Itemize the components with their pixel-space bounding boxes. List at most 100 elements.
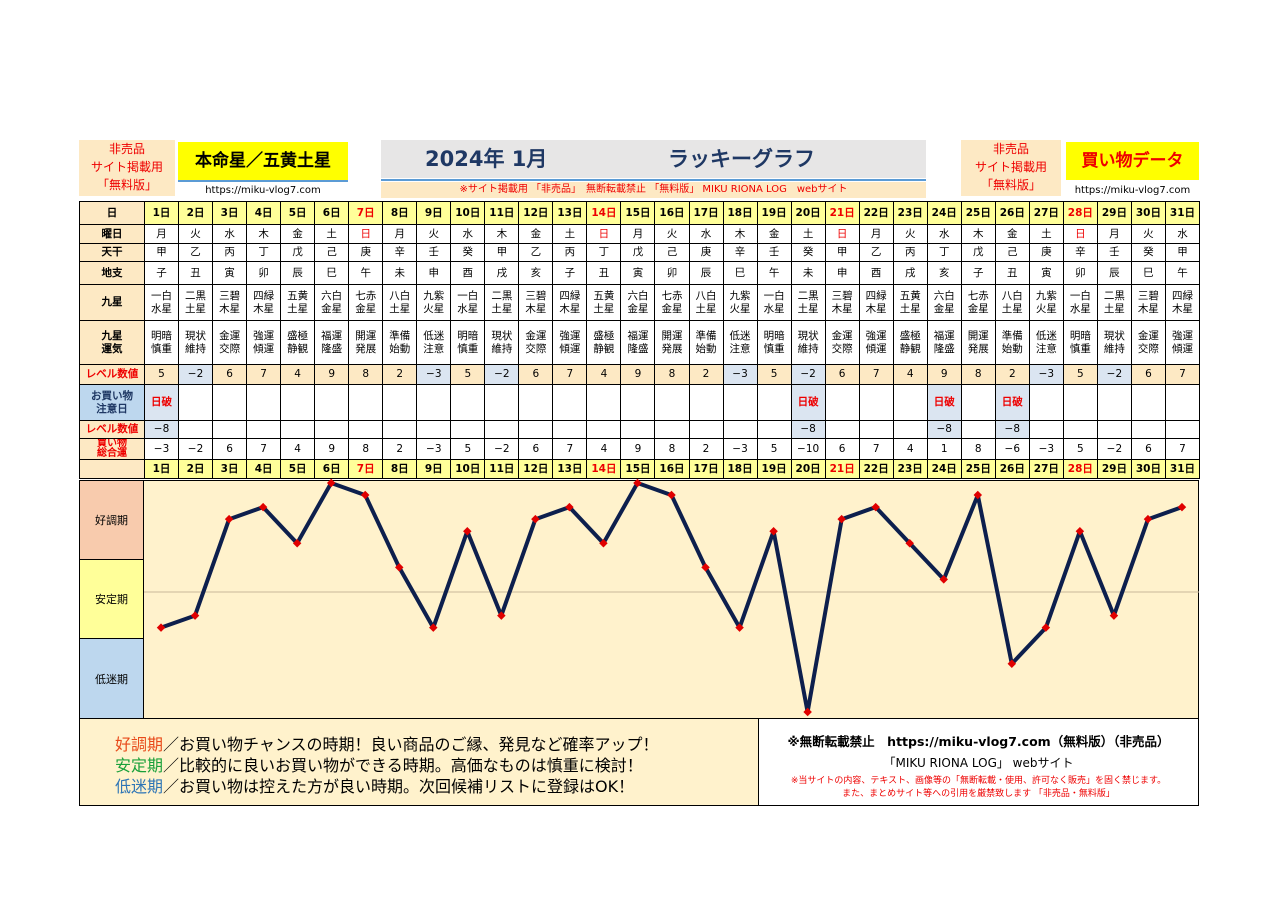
caution-row: お買い物 注意日 日破 日破 日破 日破 (79, 384, 1200, 421)
luck-line: 隆盛 (933, 342, 955, 355)
level2-cell (280, 420, 316, 439)
kyusei-line: 木星 (253, 302, 275, 315)
level2-cell (518, 420, 554, 439)
kyusei-line: 八白 (389, 289, 411, 302)
tenkan-row: 天干 甲乙丙丁戊己庚辛壬癸甲乙丙丁戊己庚辛壬癸甲乙丙丁戊己庚辛壬癸甲 (79, 243, 1200, 262)
caution-cell (960, 384, 996, 421)
tenkan-cell: 辛 (722, 243, 758, 262)
kyusei-cell: 二黒 土星 (790, 284, 826, 321)
luck-line: 注意 (1035, 342, 1057, 355)
kyusei-cell: 八白 土星 (688, 284, 724, 321)
kyusei-line: 一白 (763, 289, 785, 302)
day-cell-bottom: 31日 (1164, 459, 1200, 479)
weekday-cell: 土 (314, 224, 350, 244)
weekday-cell: 金 (756, 224, 792, 244)
level-cell: 4 (280, 364, 316, 385)
kyusei-cell: 七赤 金星 (348, 284, 384, 321)
day-cell: 6日 (314, 201, 350, 225)
chishi-cell: 辰 (280, 261, 316, 285)
weekday-cell: 月 (382, 224, 418, 244)
luck-row: 九星 運気 明暗 慎重 現状 維持 金運 交際 強運 傾運 盛極 静観 福運 隆盛 開運 発展 準備 始動 低迷… (79, 320, 1200, 365)
row-label-level: レベル数値 (79, 364, 145, 385)
caution-cell (688, 384, 724, 421)
day-cell: 28日 (1062, 201, 1098, 225)
day-cell-bottom: 12日 (518, 459, 554, 479)
caution-cell (280, 384, 316, 421)
luck-cell: 強運 傾運 (1164, 320, 1200, 365)
kyusei-line: 火星 (423, 302, 445, 315)
day-cell: 3日 (212, 201, 248, 225)
data-title: 買い物データ (1066, 142, 1199, 180)
tenkan-cell: 丁 (246, 243, 282, 262)
legend-stable-text: ／比較的に良いお買い物ができる時期。高価なものは慎重に検討！ (163, 756, 643, 775)
day-cell-bottom: 13日 (552, 459, 588, 479)
day-cell-bottom: 17日 (688, 459, 724, 479)
level2-cell (348, 420, 384, 439)
kyusei-cell: 六白 金星 (314, 284, 350, 321)
level2-cell (824, 420, 860, 439)
tenkan-cell: 乙 (178, 243, 214, 262)
url-left[interactable]: https://miku-vlog7.com (205, 185, 321, 196)
row-label-day: 日 (79, 201, 145, 225)
kyusei-line: 土星 (491, 302, 513, 315)
total-cell: −3 (722, 438, 758, 460)
luck-line: 交際 (525, 342, 547, 355)
band-good-label: 好調期 (95, 514, 128, 527)
day-cell-bottom: 1日 (143, 459, 180, 479)
luck-line: 現状 (185, 329, 207, 342)
luck-line: 傾運 (559, 342, 581, 355)
luck-line: 準備 (389, 329, 411, 342)
level-cell: 7 (246, 364, 282, 385)
chishi-cell: 丑 (586, 261, 622, 285)
level-cell: 4 (586, 364, 622, 385)
day-cell: 25日 (960, 201, 996, 225)
luck-line: 注意 (729, 342, 751, 355)
chishi-cell: 丑 (178, 261, 214, 285)
row-label-tenkan: 天干 (79, 243, 145, 262)
kyusei-line: 木星 (1137, 302, 1159, 315)
weekday-cell: 日 (1062, 224, 1098, 244)
total-cell: −6 (994, 438, 1030, 460)
kyusei-line: 二黒 (1103, 289, 1125, 302)
luck-line: 準備 (695, 329, 717, 342)
weekday-cell: 水 (688, 224, 724, 244)
level2-cell (654, 420, 690, 439)
caution-cell: 日破 (926, 384, 962, 421)
caution-cell (450, 384, 486, 421)
day-cell: 26日 (994, 201, 1030, 225)
weekday-cell: 火 (178, 224, 214, 244)
level-cell: 8 (654, 364, 690, 385)
luck-line: 維持 (491, 342, 513, 355)
kyusei-line: 三碧 (831, 289, 853, 302)
tenkan-cell: 丙 (212, 243, 248, 262)
caution-cell (518, 384, 554, 421)
luck-cell: 強運 傾運 (552, 320, 588, 365)
kyusei-line: 五黄 (899, 289, 921, 302)
kyusei-cell: 九紫 火星 (722, 284, 758, 321)
luck-line: 始動 (1001, 342, 1023, 355)
weekday-cell: 金 (518, 224, 554, 244)
copyright-note-1: ※当サイトの内容、テキスト、画像等の「無断転載・使用、許可なく販売」を固く禁じま… (790, 776, 1167, 786)
tenkan-cell: 庚 (348, 243, 384, 262)
level-cell: 6 (212, 364, 248, 385)
kyusei-line: 土星 (695, 302, 717, 315)
row-label-chishi: 地支 (79, 261, 145, 285)
luck-line: 金運 (831, 329, 853, 342)
level-cell: −2 (1096, 364, 1132, 385)
weekday-cell: 金 (280, 224, 316, 244)
total-cell: 4 (280, 438, 316, 460)
kyusei-line: 木星 (831, 302, 853, 315)
luck-cell: 盛極 静観 (892, 320, 928, 365)
total-cell: 6 (518, 438, 554, 460)
total-cell: 8 (348, 438, 384, 460)
kyusei-cell: 六白 金星 (620, 284, 656, 321)
copyright-title: ※無断転載禁止 https://miku-vlog7.com（無料版）（非売品） (787, 734, 1170, 749)
luck-cell: 現状 維持 (790, 320, 826, 365)
level2-cell (382, 420, 418, 439)
url-right[interactable]: https://miku-vlog7.com (1074, 185, 1191, 196)
caution-cell (620, 384, 656, 421)
kyusei-line: 土星 (287, 302, 309, 315)
luck-cell: 強運 傾運 (246, 320, 282, 365)
kyusei-line: 土星 (797, 302, 819, 315)
tenkan-cell: 癸 (790, 243, 826, 262)
